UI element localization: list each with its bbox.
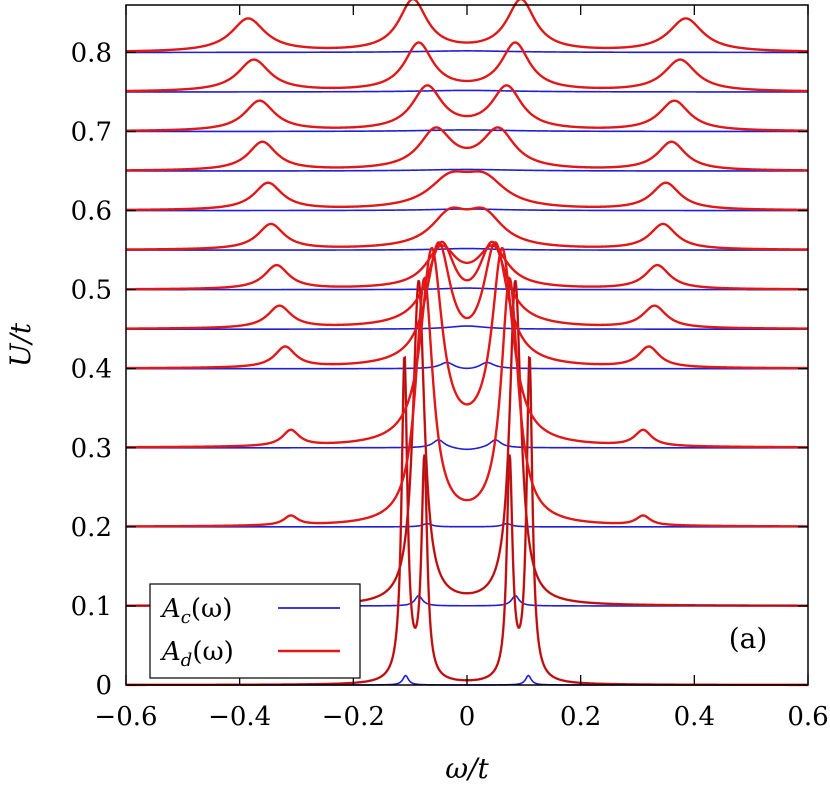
y-tick-label: 0.1 <box>71 592 112 622</box>
ac-curve <box>126 50 808 54</box>
ac-curve <box>126 129 808 133</box>
ad-curve <box>126 241 808 370</box>
x-tick-label: −0.2 <box>322 702 385 732</box>
legend-ac-suffix: (ω) <box>191 594 233 624</box>
ad-curve <box>126 276 808 528</box>
y-tick-label: 0.6 <box>71 197 112 227</box>
y-tick-label: 0.2 <box>71 513 112 543</box>
y-tick-label: 0.7 <box>71 118 112 148</box>
ad-curve <box>126 244 808 291</box>
y-axis-label: U/t <box>4 322 37 367</box>
ad-curve <box>125 246 809 449</box>
legend-ad-subscript: d <box>181 650 193 671</box>
legend-ac-subscript: c <box>181 607 191 628</box>
ad-curves <box>125 0 809 687</box>
legend-ad-symbol: A <box>160 637 181 667</box>
legend-ad-suffix: (ω) <box>192 637 234 667</box>
ac-curves <box>126 50 808 686</box>
ac-curve <box>126 247 808 251</box>
ad-curve <box>126 206 808 251</box>
ac-curve <box>126 168 808 172</box>
y-axis-ticks: 0 0.1 0.2 0.3 0.4 0.5 0.6 0.7 0.8 <box>71 38 808 701</box>
ac-curve <box>126 439 808 451</box>
ad-curve <box>125 126 809 172</box>
ad-curve <box>125 41 809 93</box>
x-axis-ticks: −0.6 −0.4 −0.2 0 0.2 0.4 0.6 <box>94 5 829 732</box>
ac-curve <box>126 89 808 93</box>
y-tick-label: 0 <box>95 671 112 701</box>
ac-curve <box>126 522 808 528</box>
x-tick-label: 0.2 <box>560 702 601 732</box>
panel-label: (a) <box>729 622 768 655</box>
legend-entry-ad-label: Ad(ω) <box>160 637 234 671</box>
x-tick-label: 0.4 <box>674 702 715 732</box>
ac-curve <box>126 361 808 370</box>
x-tick-label: −0.4 <box>208 702 271 732</box>
x-tick-label: 0 <box>459 702 476 732</box>
ad-curve <box>125 0 809 53</box>
y-tick-label: 0.5 <box>71 276 112 306</box>
ad-curve <box>126 240 808 330</box>
plot-frame <box>125 4 809 686</box>
legend: Ac(ω) Ad(ω) <box>149 583 361 679</box>
y-tick-label: 0.4 <box>71 355 112 385</box>
ac-curve <box>126 325 808 330</box>
ad-curve <box>126 84 808 132</box>
x-tick-label: −0.6 <box>94 702 157 732</box>
legend-entry-ac-label: Ac(ω) <box>160 594 232 628</box>
y-tick-label: 0.8 <box>71 38 112 68</box>
legend-ac-symbol: A <box>160 594 181 624</box>
y-tick-label: 0.3 <box>71 434 112 464</box>
x-tick-label: 0.6 <box>787 702 828 732</box>
ad-curve <box>126 170 808 212</box>
ac-curve <box>126 287 808 291</box>
x-axis-label: ω/t <box>445 752 489 785</box>
legend-box <box>149 583 361 679</box>
